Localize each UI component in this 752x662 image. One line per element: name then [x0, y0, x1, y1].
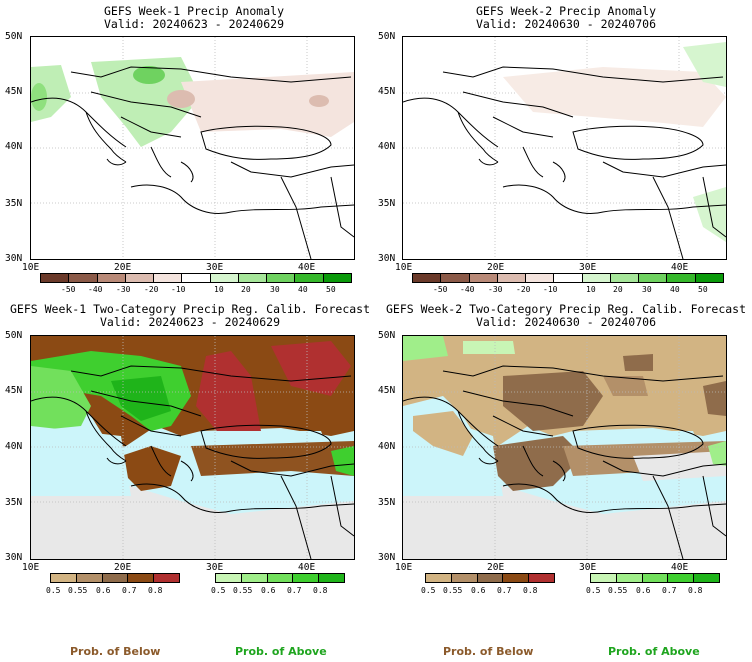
- p3-above-tick: 0.55: [233, 586, 253, 595]
- prob-below-label-right: Prob. of Below: [443, 645, 534, 658]
- p4-lon-30e: 30E: [579, 562, 597, 573]
- panel4-title: GEFS Week-2 Two-Category Precip Reg. Cal…: [385, 302, 747, 329]
- p3-above-tick: 0.7: [287, 586, 302, 595]
- panel1-map[interactable]: [30, 36, 355, 260]
- p2-lon-10e: 10E: [395, 262, 413, 273]
- p4-lat-50n: 50N: [378, 330, 396, 341]
- p4-below-tick: 0.7: [497, 586, 512, 595]
- panel4-map[interactable]: [402, 335, 727, 560]
- p3-lon-20e: 20E: [114, 562, 132, 573]
- prob-below-label-left: Prob. of Below: [70, 645, 161, 658]
- p3-lat-45n: 45N: [5, 385, 23, 396]
- p3-above-colorbar: [215, 573, 345, 583]
- panel2-map-graphic: [403, 37, 726, 259]
- p4-above-tick: 0.55: [608, 586, 628, 595]
- p1-lat-50n: 50N: [5, 31, 23, 42]
- p1-tick: -10: [171, 285, 186, 294]
- p3-lat-35n: 35N: [5, 497, 23, 508]
- p3-below-colorbar: [50, 573, 180, 583]
- p2-lat-50n: 50N: [378, 31, 396, 42]
- p2-lat-45n: 45N: [378, 86, 396, 97]
- p4-below-tick: 0.5: [421, 586, 436, 595]
- p4-lon-20e: 20E: [487, 562, 505, 573]
- p4-above-colorbar: [590, 573, 720, 583]
- p2-lat-40n: 40N: [378, 141, 396, 152]
- p1-lat-40n: 40N: [5, 141, 23, 152]
- panel2-title: GEFS Week-2 Precip Anomaly Valid: 2024063…: [475, 4, 656, 31]
- p3-above-tick: 0.8: [313, 586, 328, 595]
- p3-above-tick: 0.5: [211, 586, 226, 595]
- p4-above-tick: 0.5: [586, 586, 601, 595]
- p2-tick: 50: [698, 285, 708, 294]
- p4-lon-10e: 10E: [395, 562, 413, 573]
- p2-lon-40e: 40E: [671, 262, 689, 273]
- p3-above-tick: 0.6: [261, 586, 276, 595]
- panel2-map[interactable]: [402, 36, 727, 260]
- p3-lat-40n: 40N: [5, 441, 23, 452]
- p4-above-tick: 0.8: [688, 586, 703, 595]
- p1-tick: -20: [144, 285, 159, 294]
- p1-tick: 40: [298, 285, 308, 294]
- p3-lat-30n: 30N: [5, 552, 23, 563]
- p1-lon-20e: 20E: [114, 262, 132, 273]
- p3-lon-40e: 40E: [298, 562, 316, 573]
- p4-lat-35n: 35N: [378, 497, 396, 508]
- p4-above-tick: 0.7: [662, 586, 677, 595]
- p4-below-tick: 0.8: [523, 586, 538, 595]
- p1-tick: -40: [88, 285, 103, 294]
- p2-tick: -20: [516, 285, 531, 294]
- panel4-map-graphic: [403, 336, 726, 559]
- p2-lat-30n: 30N: [378, 253, 396, 264]
- p1-tick: 20: [241, 285, 251, 294]
- p1-anomaly-colorbar: [40, 273, 352, 283]
- p1-lon-10e: 10E: [22, 262, 40, 273]
- p2-lon-20e: 20E: [487, 262, 505, 273]
- p4-below-tick: 0.55: [443, 586, 463, 595]
- p3-lon-10e: 10E: [22, 562, 40, 573]
- p3-below-tick: 0.8: [148, 586, 163, 595]
- p3-below-tick: 0.7: [122, 586, 137, 595]
- p1-tick: -30: [116, 285, 131, 294]
- p2-anomaly-colorbar: [412, 273, 724, 283]
- p1-lon-30e: 30E: [206, 262, 224, 273]
- p1-tick: -50: [61, 285, 76, 294]
- p4-lat-40n: 40N: [378, 441, 396, 452]
- p4-below-colorbar: [425, 573, 555, 583]
- p4-lat-30n: 30N: [378, 552, 396, 563]
- p2-tick: 40: [670, 285, 680, 294]
- prob-above-label-left: Prob. of Above: [235, 645, 327, 658]
- p1-lon-40e: 40E: [298, 262, 316, 273]
- p4-below-tick: 0.6: [471, 586, 486, 595]
- p4-above-tick: 0.6: [636, 586, 651, 595]
- p3-lon-30e: 30E: [206, 562, 224, 573]
- p1-lat-30n: 30N: [5, 253, 23, 264]
- p2-tick: -10: [543, 285, 558, 294]
- p1-lat-35n: 35N: [5, 198, 23, 209]
- p1-tick: 50: [326, 285, 336, 294]
- panel1-map-graphic: [31, 37, 354, 259]
- panel3-map[interactable]: [30, 335, 355, 560]
- p2-tick: -40: [460, 285, 475, 294]
- p2-tick: 10: [586, 285, 596, 294]
- p2-tick: 20: [613, 285, 623, 294]
- p4-lat-45n: 45N: [378, 385, 396, 396]
- p2-tick: 30: [642, 285, 652, 294]
- p3-below-tick: 0.6: [96, 586, 111, 595]
- p2-tick: -50: [433, 285, 448, 294]
- panel1-title: GEFS Week-1 Precip Anomaly Valid: 2024062…: [103, 4, 284, 31]
- p1-tick: 30: [270, 285, 280, 294]
- p2-lat-35n: 35N: [378, 198, 396, 209]
- p3-lat-50n: 50N: [5, 330, 23, 341]
- panel3-map-graphic: [31, 336, 354, 559]
- p4-lon-40e: 40E: [671, 562, 689, 573]
- p3-below-tick: 0.55: [68, 586, 88, 595]
- panel3-title: GEFS Week-1 Two-Category Precip Reg. Cal…: [10, 302, 371, 329]
- p2-lon-30e: 30E: [579, 262, 597, 273]
- prob-above-label-right: Prob. of Above: [608, 645, 700, 658]
- p2-tick: -30: [488, 285, 503, 294]
- p3-below-tick: 0.5: [46, 586, 61, 595]
- p1-tick: 10: [214, 285, 224, 294]
- p1-lat-45n: 45N: [5, 86, 23, 97]
